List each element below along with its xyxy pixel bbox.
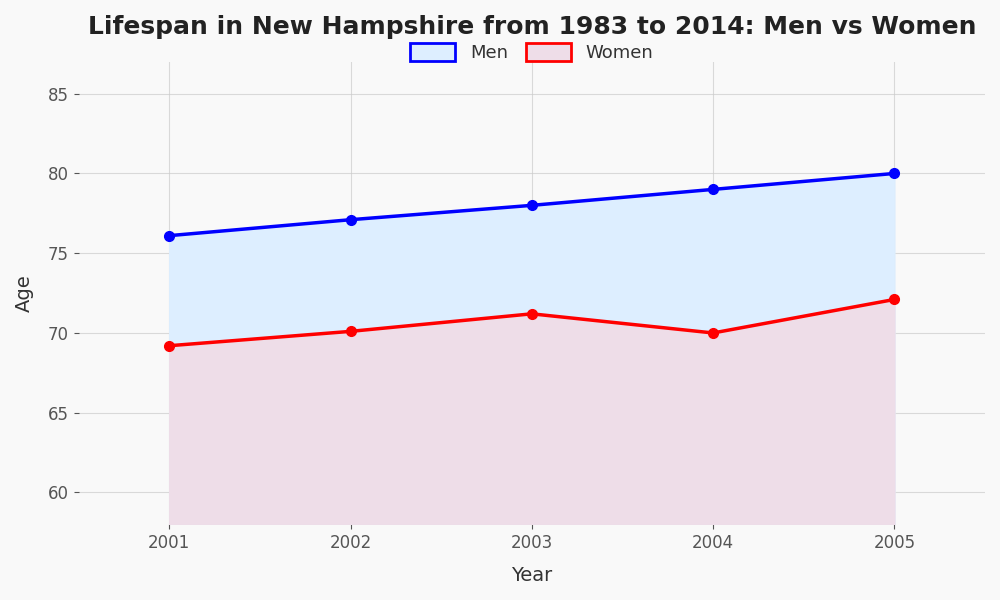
X-axis label: Year: Year <box>511 566 552 585</box>
Legend: Men, Women: Men, Women <box>401 34 662 71</box>
Title: Lifespan in New Hampshire from 1983 to 2014: Men vs Women: Lifespan in New Hampshire from 1983 to 2… <box>88 15 976 39</box>
Y-axis label: Age: Age <box>15 274 34 312</box>
